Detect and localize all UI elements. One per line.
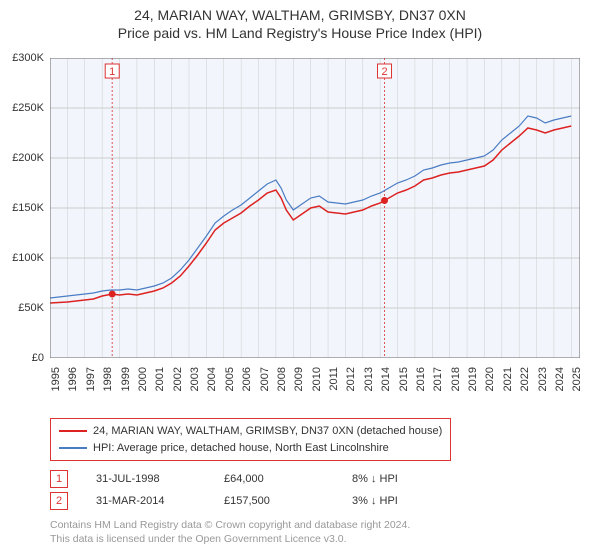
marker-change-1: 8% ↓ HPI [352, 473, 452, 485]
marker-box-2: 2 [50, 492, 68, 510]
marker-date-2: 31-MAR-2014 [96, 495, 196, 507]
y-axis: £0£50K£100K£150K£200K£250K£300K [0, 58, 48, 358]
legend-swatch-2 [59, 447, 87, 449]
marker-price-1: £64,000 [224, 473, 324, 485]
legend-row-2: HPI: Average price, detached house, Nort… [59, 440, 442, 457]
marker-date-1: 31-JUL-1998 [96, 473, 196, 485]
marker-row-1: 1 31-JUL-1998 £64,000 8% ↓ HPI [50, 468, 452, 490]
footer-line-1: Contains HM Land Registry data © Crown c… [50, 518, 410, 532]
chart-title-block: 24, MARIAN WAY, WALTHAM, GRIMSBY, DN37 0… [0, 0, 600, 42]
marker-change-2: 3% ↓ HPI [352, 495, 452, 507]
legend-label-1: 24, MARIAN WAY, WALTHAM, GRIMSBY, DN37 0… [93, 423, 442, 440]
legend-row-1: 24, MARIAN WAY, WALTHAM, GRIMSBY, DN37 0… [59, 423, 442, 440]
x-axis: 1995199619971998199920002001200220032004… [50, 362, 580, 412]
marker-box-1: 1 [50, 470, 68, 488]
marker-table: 1 31-JUL-1998 £64,000 8% ↓ HPI 2 31-MAR-… [50, 468, 452, 512]
marker-price-2: £157,500 [224, 495, 324, 507]
legend-swatch-1 [59, 430, 87, 432]
chart-plot: 12 [50, 58, 580, 358]
footer: Contains HM Land Registry data © Crown c… [50, 518, 410, 546]
svg-text:1: 1 [109, 66, 115, 78]
title-line-1: 24, MARIAN WAY, WALTHAM, GRIMSBY, DN37 0… [0, 6, 600, 24]
footer-line-2: This data is licensed under the Open Gov… [50, 532, 410, 546]
legend-label-2: HPI: Average price, detached house, Nort… [93, 440, 389, 457]
marker-row-2: 2 31-MAR-2014 £157,500 3% ↓ HPI [50, 490, 452, 512]
legend: 24, MARIAN WAY, WALTHAM, GRIMSBY, DN37 0… [50, 418, 451, 461]
svg-text:2: 2 [381, 66, 387, 78]
title-line-2: Price paid vs. HM Land Registry's House … [0, 24, 600, 42]
